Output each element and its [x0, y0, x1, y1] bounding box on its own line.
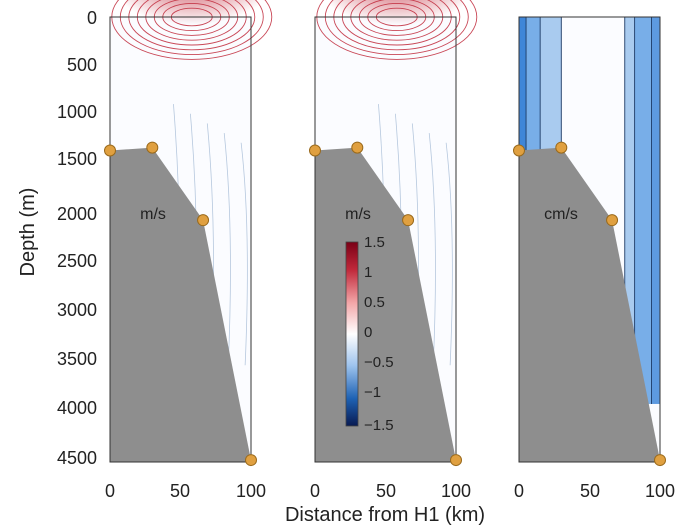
colorbar-tick-label: −1 [364, 384, 381, 401]
station-marker [104, 144, 116, 157]
x-tick-label: 50 [376, 481, 396, 501]
x-tick-label: 0 [105, 481, 115, 501]
colorbar-tick-label: 0 [364, 324, 372, 341]
panel-1 [104, 0, 273, 467]
surface-jet [326, 0, 467, 57]
y-tick-label: 4000 [57, 398, 97, 418]
station-marker [351, 141, 364, 154]
y-tick-label: 0 [87, 8, 97, 28]
colorbar: 1.5 1 0.5 0 −0.5 −1 −1.5 [345, 234, 394, 434]
panel-3 [513, 16, 666, 467]
velocity-band [634, 17, 652, 404]
y-tick-label: 2500 [57, 251, 97, 271]
y-tick-label: 3500 [57, 349, 97, 369]
panels [104, 0, 666, 467]
y-axis-title: Depth (m) [17, 188, 39, 277]
panel-3-unit: cm/s [544, 206, 578, 223]
y-tick-label: 500 [67, 55, 97, 75]
station-marker [450, 454, 462, 467]
station-marker [555, 141, 568, 154]
panel-frame [518, 16, 661, 463]
panel-2 [309, 0, 478, 467]
velocity-band [624, 17, 635, 404]
colorbar-tick-label: −0.5 [364, 354, 394, 371]
panel-frame [314, 16, 457, 463]
deep-contour-line [240, 142, 248, 366]
colorbar-gradient [345, 241, 359, 427]
station-marker [146, 141, 159, 154]
y-tick-label: 1500 [57, 149, 97, 169]
deep-contour-line [428, 133, 436, 366]
panel-1-unit: m/s [140, 206, 166, 223]
x-tick-label: 50 [170, 481, 190, 501]
station-marker [245, 454, 257, 467]
station-marker [402, 214, 415, 227]
panel-2-unit: m/s [345, 206, 371, 223]
x-tick-label: 0 [310, 481, 320, 501]
bathymetry [110, 147, 251, 462]
colorbar-tick-label: 1 [364, 264, 372, 281]
x-axis-title: Distance from H1 (km) [285, 504, 485, 526]
station-marker [606, 214, 619, 227]
y-tick-labels: 0 500 1000 1500 2000 2500 3000 3500 4000… [57, 8, 97, 468]
station-marker [654, 454, 666, 467]
colorbar-tick-label: 0.5 [364, 294, 385, 311]
surface-jet [121, 0, 262, 57]
x-tick-labels: 0 50 100 0 50 100 0 50 100 [105, 481, 675, 501]
y-tick-label: 1000 [57, 102, 97, 122]
panel-frame [109, 16, 252, 463]
deep-contour-line [223, 133, 231, 366]
velocity-band [651, 17, 660, 404]
bathymetry [519, 147, 660, 462]
colorbar-tick-label: −1.5 [364, 417, 394, 434]
x-tick-label: 100 [645, 481, 675, 501]
station-marker [309, 144, 321, 157]
y-tick-label: 2000 [57, 204, 97, 224]
x-tick-label: 100 [441, 481, 471, 501]
station-marker [513, 144, 525, 157]
y-tick-label: 4500 [57, 448, 97, 468]
deep-contour-line [445, 142, 453, 366]
station-marker [197, 214, 210, 227]
x-tick-label: 100 [236, 481, 266, 501]
y-tick-label: 3000 [57, 300, 97, 320]
colorbar-tick-label: 1.5 [364, 234, 385, 251]
x-tick-label: 0 [514, 481, 524, 501]
x-tick-label: 50 [580, 481, 600, 501]
